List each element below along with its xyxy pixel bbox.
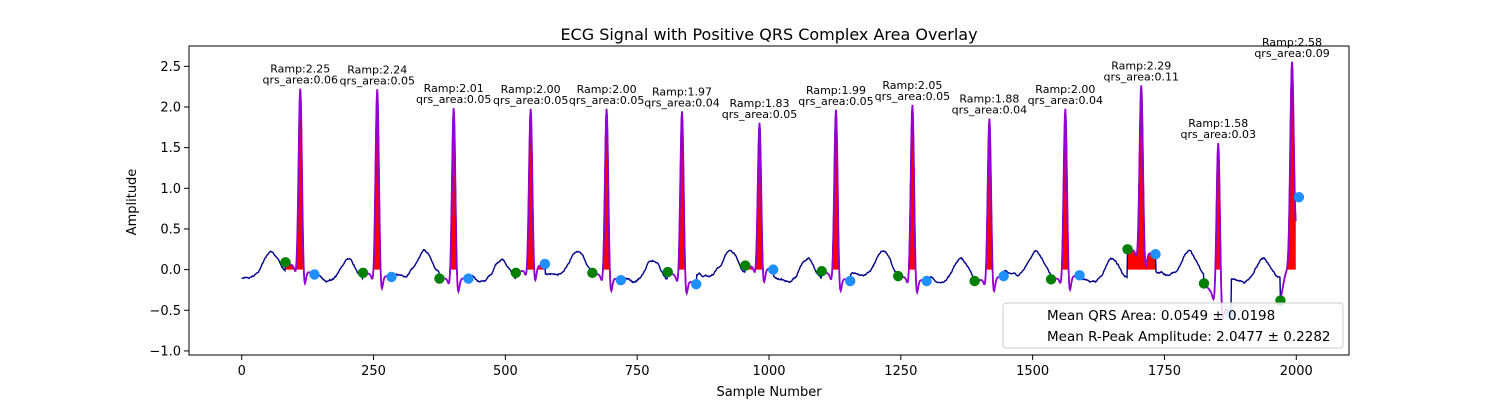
qrs-area-fill: [1051, 108, 1080, 270]
qrs-area-fill: [667, 111, 697, 270]
qrs-segment-line: [285, 88, 315, 287]
legend-box: [1002, 302, 1344, 349]
r-peak-amplitude-label: Ramp:2.25: [270, 63, 330, 76]
legend: Mean QRS Area: 0.0549 ± 0.0198 Mean R-Pe…: [1002, 302, 1344, 349]
r-peak-amplitude-label: Ramp:2.29: [1111, 59, 1171, 72]
qrs-offset-marker: [386, 271, 397, 283]
qrs-area-fill: [821, 109, 851, 270]
qrs-onset-marker: [969, 275, 980, 287]
qrs-area-fill: [898, 104, 927, 270]
legend-entry-mean-r-peak-amplitude: Mean R-Peak Amplitude: 2.0477 ± 0.2282: [1047, 329, 1331, 345]
qrs-area-fill: [515, 108, 545, 270]
qrs-area-label: qrs_area:0.05: [416, 93, 491, 106]
x-tick-label: 1750: [1148, 364, 1181, 379]
qrs-area-label: qrs_area:0.09: [1254, 47, 1329, 60]
r-peak-amplitude-label: Ramp:2.05: [882, 79, 942, 92]
qrs-onset-marker: [1045, 274, 1057, 285]
y-tick-label: 1.5: [160, 141, 181, 156]
qrs-offset-marker: [463, 273, 474, 284]
qrs-area-label: qrs_area:0.05: [875, 90, 950, 103]
peak-label-layer: Ramp:2.25qrs_area:0.06Ramp:2.24qrs_area:…: [263, 36, 1330, 141]
qrs-area-label: qrs_area:0.05: [798, 95, 873, 108]
r-peak-amplitude-label: Ramp:2.00: [577, 83, 637, 96]
qrs-onset-marker: [816, 266, 827, 277]
x-tick-label: 1250: [884, 364, 917, 379]
qrs-area-fill: [592, 108, 621, 270]
qrs-area-label: qrs_area:0.04: [952, 104, 1027, 117]
marker-layer: [280, 192, 1305, 320]
y-tick-label: 0.5: [160, 222, 181, 237]
qrs-offset-marker: [1074, 270, 1085, 281]
qrs-area-layer: [285, 61, 1296, 270]
chart-title: ECG Signal with Positive QRS Complex Are…: [560, 25, 977, 44]
x-tick-label: 250: [361, 364, 386, 379]
qrs-area-label: qrs_area:0.03: [1181, 128, 1256, 141]
y-tick-label: −0.5: [149, 304, 181, 319]
qrs-onset-marker: [740, 260, 751, 271]
qrs-onset-marker: [357, 267, 369, 279]
qrs-area-label: qrs_area:0.05: [569, 94, 644, 107]
qrs-offset-marker: [921, 275, 932, 287]
r-peak-amplitude-label: Ramp:2.01: [424, 82, 484, 95]
qrs-onset-marker: [892, 270, 904, 282]
y-tick-label: −1.0: [149, 344, 181, 359]
r-peak-amplitude-label: Ramp:1.99: [806, 84, 866, 97]
x-tick-label: 0: [238, 364, 246, 379]
legend-entry-mean-qrs-area: Mean QRS Area: 0.0549 ± 0.0198: [1047, 308, 1275, 324]
x-axis-title: Sample Number: [716, 385, 822, 400]
r-peak-amplitude-label: Ramp:2.24: [347, 63, 407, 76]
x-tick-label: 1000: [752, 364, 785, 379]
qrs-area-fill: [974, 118, 1004, 270]
x-axis-ticks: 0 250 500 750 1000 1250 1500 1750 2000: [238, 355, 1313, 379]
x-tick-label: 2000: [1280, 364, 1313, 379]
r-peak-amplitude-label: Ramp:1.88: [959, 93, 1019, 106]
qrs-onset-marker: [587, 267, 598, 279]
r-peak-amplitude-label: Ramp:2.00: [501, 83, 561, 96]
qrs-offset-marker: [691, 279, 702, 290]
qrs-area-label: qrs_area:0.04: [1028, 94, 1103, 107]
qrs-area-label: qrs_area:0.04: [644, 96, 719, 109]
qrs-area-fill: [1127, 85, 1156, 270]
qrs-offset-marker: [615, 274, 627, 286]
qrs-area-label: qrs_area:0.11: [1104, 70, 1179, 83]
qrs-area-fill: [439, 108, 469, 270]
x-tick-label: 500: [493, 364, 518, 379]
qrs-onset-marker: [1122, 244, 1133, 255]
qrs-area-label: qrs_area:0.05: [722, 108, 797, 121]
qrs-area-fill: [363, 89, 392, 270]
r-peak-amplitude-label: Ramp:1.58: [1188, 117, 1248, 130]
qrs-offset-marker: [845, 275, 856, 287]
y-tick-label: 1.0: [160, 182, 181, 197]
r-peak-amplitude-label: Ramp:1.97: [652, 85, 712, 98]
y-tick-label: 2.0: [160, 100, 181, 115]
x-tick-label: 1500: [1016, 364, 1049, 379]
qrs-onset-marker: [1198, 278, 1210, 289]
qrs-area-label: qrs_area:0.06: [263, 74, 338, 87]
qrs-onset-marker: [662, 266, 673, 278]
qrs-area-fill: [285, 88, 315, 270]
y-axis-title: Amplitude: [125, 169, 140, 236]
y-axis-ticks: −1.0 −0.5 0.0 0.5 1.0 1.5 2.0 2.5: [149, 60, 189, 359]
qrs-offset-marker: [539, 258, 551, 270]
x-tick-label: 750: [625, 364, 650, 379]
qrs-offset-marker: [1150, 248, 1161, 260]
qrs-onset-marker: [280, 257, 291, 268]
qrs-offset-marker: [768, 264, 779, 275]
qrs-offset-marker: [1293, 192, 1305, 203]
qrs-offset-marker: [309, 269, 320, 280]
qrs-area-label: qrs_area:0.05: [493, 94, 568, 107]
qrs-area-label: qrs_area:0.05: [340, 74, 415, 87]
qrs-area-fill: [1280, 61, 1296, 270]
r-peak-amplitude-label: Ramp:2.00: [1035, 83, 1095, 96]
qrs-onset-marker: [510, 267, 522, 279]
qrs-offset-marker: [998, 270, 1009, 282]
r-peak-amplitude-label: Ramp:1.83: [729, 97, 789, 110]
qrs-onset-marker: [434, 273, 445, 284]
qrs-area-fill: [745, 122, 774, 270]
y-tick-label: 0.0: [160, 263, 181, 278]
y-tick-label: 2.5: [160, 60, 181, 75]
qrs-segment-line: [1279, 61, 1297, 301]
